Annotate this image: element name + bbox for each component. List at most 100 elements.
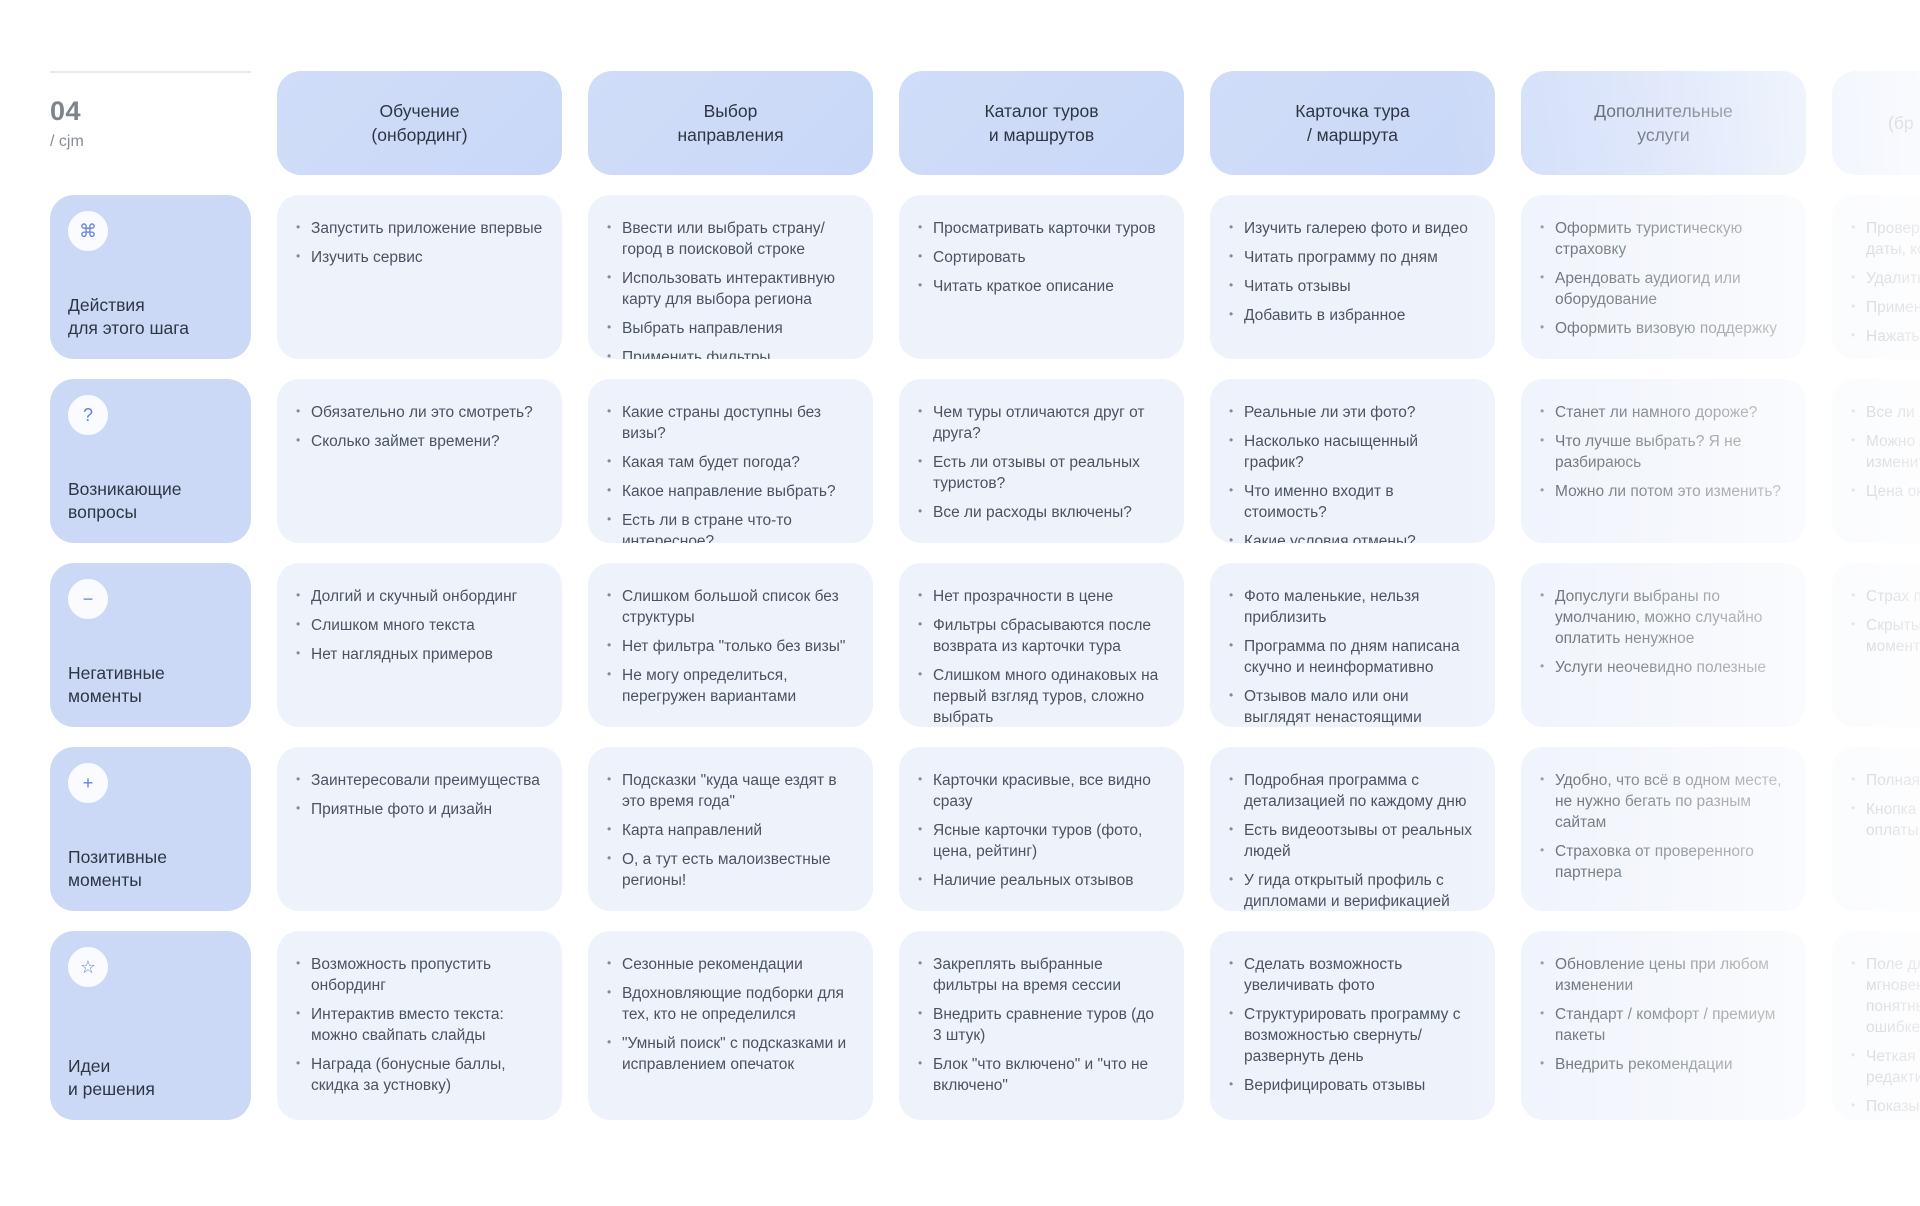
bullet-item: Обновление цены при любом изменении: [1538, 954, 1788, 996]
row-header-questions: ? Возникающие вопросы: [50, 379, 251, 543]
bullet-item: Допуслуги выбраны по умолчанию, можно сл…: [1538, 586, 1788, 649]
bullet-item: Удобно, что всё в одном месте, не нужно …: [1538, 770, 1788, 833]
step-indicator: 04 / cjm: [50, 71, 251, 175]
bullet-list: Возможность пропустить онбординг Интеракт…: [277, 931, 562, 1114]
bullet-item: Нет наглядных примеров: [294, 644, 544, 665]
bullet-item: Верифицировать отзывы: [1227, 1075, 1477, 1096]
bullet-list: Закреплять выбранные фильтры на время се…: [899, 931, 1184, 1114]
column-header: Карточка тура / маршрута: [1210, 71, 1495, 175]
bullet-item: Структурировать программу с возможностью…: [1227, 1004, 1477, 1067]
bullet-item: Четкая кн редактир: [1849, 1046, 1920, 1088]
bullet-item: Примени: [1849, 297, 1920, 318]
bullet-item: Цена окон: [1849, 481, 1920, 502]
cell: Запустить приложение впервые Изучить серв…: [277, 195, 562, 359]
bullet-item: Нет прозрачности в цене: [916, 586, 1166, 607]
bullet-list: Фото маленькие, нельзя приблизить Програм…: [1210, 563, 1495, 727]
bullet-item: Читать отзывы: [1227, 276, 1477, 297]
bullet-item: Поле для мгновенн понятным ошибке: [1849, 954, 1920, 1038]
bullet-list: Оформить туристическую страховку Арендова…: [1521, 195, 1806, 357]
bullet-list: Подсказки "куда чаще ездят в это время г…: [588, 747, 873, 909]
bullet-item: Услуги неочевидно полезные: [1538, 657, 1788, 678]
bullet-item: Слишком много текста: [294, 615, 544, 636]
cell: Карточки красивые, все видно сразу Ясные …: [899, 747, 1184, 911]
bullet-item: Возможность пропустить онбординг: [294, 954, 544, 996]
cell: Обновление цены при любом изменении Станд…: [1521, 931, 1806, 1120]
bullet-item: Реальные ли эти фото?: [1227, 402, 1477, 423]
bullet-item: Можно ли изменить: [1849, 431, 1920, 473]
cell: Обязательно ли это смотреть? Сколько займ…: [277, 379, 562, 543]
bullet-item: Долгий и скучный онбординг: [294, 586, 544, 607]
bullet-item: Какое направление выбрать?: [605, 481, 855, 502]
bullet-item: Какая там будет погода?: [605, 452, 855, 473]
bullet-item: Чем туры отличаются друг от друга?: [916, 402, 1166, 444]
bullet-item: Полная пр: [1849, 770, 1920, 791]
bullet-item: Проверить даты, кол: [1849, 218, 1920, 260]
bullet-list: Все ли я у Можно ли изменить Цена окон: [1832, 379, 1920, 520]
bullet-item: Все ли я у: [1849, 402, 1920, 423]
bullet-item: Страх пер: [1849, 586, 1920, 607]
cell: Просматривать карточки туров Сортировать Ч…: [899, 195, 1184, 359]
cell: Станет ли намного дороже? Что лучше выбра…: [1521, 379, 1806, 543]
bullet-item: Ясные карточки туров (фото, цена, рейтин…: [916, 820, 1166, 862]
bullet-item: Стандарт / комфорт / премиум пакеты: [1538, 1004, 1788, 1046]
plus-icon: +: [68, 763, 108, 803]
bullet-item: Какие условия отмены?: [1227, 531, 1477, 543]
bullet-item: Кнопка "З оплаты на: [1849, 799, 1920, 841]
column-header: Обучение (онбординг): [277, 71, 562, 175]
cell: Сделать возможность увеличивать фото Стру…: [1210, 931, 1495, 1120]
bullet-item: Что именно входит в стоимость?: [1227, 481, 1477, 523]
bullet-item: Фото маленькие, нельзя приблизить: [1227, 586, 1477, 628]
row-header-label: Идеи и решения: [68, 1055, 155, 1100]
bullet-item: Заинтересовали преимущества: [294, 770, 544, 791]
row-header-label: Возникающие вопросы: [68, 478, 182, 523]
question-icon: ?: [68, 395, 108, 435]
bullet-item: Нажать ": [1849, 326, 1920, 347]
bullet-item: Сколько займет времени?: [294, 431, 544, 452]
cell: Ввести или выбрать страну/город в поиско…: [588, 195, 873, 359]
bullet-item: Блок "что включено" и "что не включено": [916, 1054, 1166, 1096]
bullet-item: Какие страны доступны без визы?: [605, 402, 855, 444]
cell: Полная пр Кнопка "З оплаты на: [1832, 747, 1920, 911]
bullet-item: Есть ли отзывы от реальных туристов?: [916, 452, 1166, 494]
bullet-list: Долгий и скучный онбординг Слишком много …: [277, 563, 562, 683]
bullet-list: Удобно, что всё в одном месте, не нужно …: [1521, 747, 1806, 901]
bullet-item: Обязательно ли это смотреть?: [294, 402, 544, 423]
row-header-ideas: ☆ Идеи и решения: [50, 931, 251, 1120]
cell: Какие страны доступны без визы? Какая там…: [588, 379, 873, 543]
bullet-list: Страх пер Скрытые момент: [1832, 563, 1920, 675]
cell: Оформить туристическую страховку Арендова…: [1521, 195, 1806, 359]
bullet-item: Отзывов мало или они выглядят ненастоящи…: [1227, 686, 1477, 727]
bullet-item: Читать программу по дням: [1227, 247, 1477, 268]
bullet-list: Допуслуги выбраны по умолчанию, можно сл…: [1521, 563, 1806, 696]
bullet-item: Нет фильтра "только без визы": [605, 636, 855, 657]
bullet-item: Вдохновляющие подборки для тех, кто не о…: [605, 983, 855, 1025]
bullet-item: Можно ли потом это изменить?: [1538, 481, 1788, 502]
row-header-label: Негативные моменты: [68, 662, 165, 707]
bullet-item: Скрытые момент: [1849, 615, 1920, 657]
bullet-list: Полная пр Кнопка "З оплаты на: [1832, 747, 1920, 859]
cell: Все ли я у Можно ли изменить Цена окон: [1832, 379, 1920, 543]
bullet-item: Сезонные рекомендации: [605, 954, 855, 975]
cell: Нет прозрачности в цене Фильтры сбрасываю…: [899, 563, 1184, 727]
bullet-list: Станет ли намного дороже? Что лучше выбра…: [1521, 379, 1806, 520]
bullet-item: Есть ли в стране что-то интересное?: [605, 510, 855, 543]
cell: Изучить галерею фото и видео Читать прогр…: [1210, 195, 1495, 359]
bullet-item: Программа по дням написана скучно и неин…: [1227, 636, 1477, 678]
bullet-item: Удалить/д: [1849, 268, 1920, 289]
bullet-item: О, а тут есть малоизвестные регионы!: [605, 849, 855, 891]
column-header: (бр: [1832, 71, 1920, 175]
bullet-list: Сделать возможность увеличивать фото Стру…: [1210, 931, 1495, 1114]
bullet-item: Подсказки "куда чаще ездят в это время г…: [605, 770, 855, 812]
column-header: Каталог туров и маршрутов: [899, 71, 1184, 175]
bullet-item: Приятные фото и дизайн: [294, 799, 544, 820]
command-icon: ⌘: [68, 211, 108, 251]
star-icon: ☆: [68, 947, 108, 987]
bullet-item: Изучить галерею фото и видео: [1227, 218, 1477, 239]
bullet-list: Нет прозрачности в цене Фильтры сбрасываю…: [899, 563, 1184, 727]
bullet-item: Сортировать: [916, 247, 1166, 268]
bullet-item: Арендовать аудиогид или оборудование: [1538, 268, 1788, 310]
bullet-list: Обязательно ли это смотреть? Сколько займ…: [277, 379, 562, 470]
bullet-item: Внедрить рекомендации: [1538, 1054, 1788, 1075]
bullet-item: Награда (бонусные баллы, скидка за устно…: [294, 1054, 544, 1096]
